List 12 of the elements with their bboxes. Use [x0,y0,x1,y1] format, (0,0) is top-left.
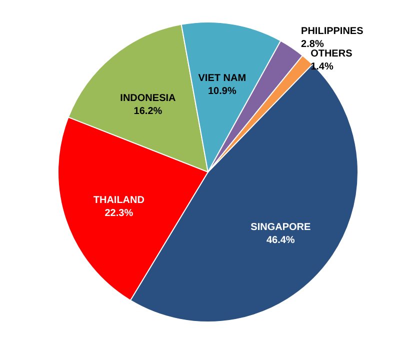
slice-label: OTHERS [310,48,353,60]
slice-label: THAILAND [93,194,144,206]
data-label: 22.3% [104,208,134,219]
slice-label: INDONESIA [120,93,176,104]
data-label: 1.4% [310,61,334,72]
data-label: 46.4% [266,234,295,246]
data-label: 2.8% [301,38,324,50]
data-label: 16.2% [134,106,162,118]
slice-label: SINGAPORE [250,222,311,233]
slice-label: VIET NAM [198,73,246,84]
slice-label: PHILIPPINES [301,26,364,37]
data-label: 10.9% [208,86,236,98]
